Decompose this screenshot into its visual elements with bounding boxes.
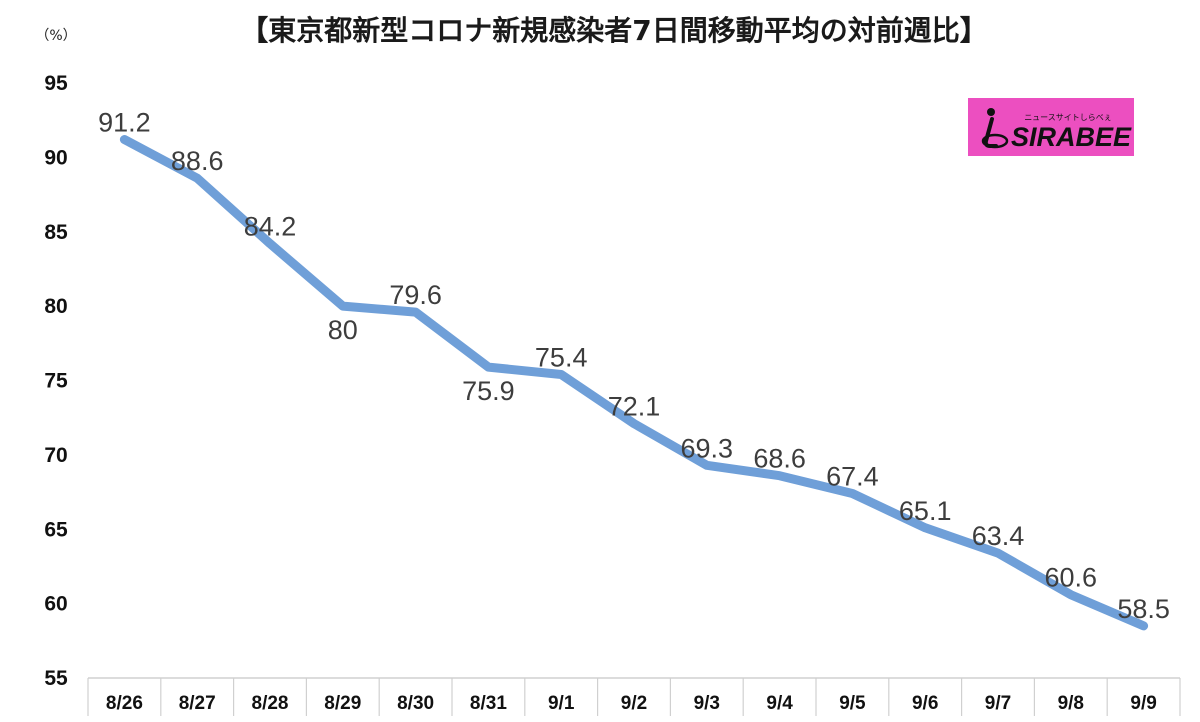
- x-axis-separators: [87, 678, 1181, 716]
- y-tick-label: 85: [44, 221, 68, 244]
- y-tick-label: 60: [44, 593, 67, 616]
- data-label: 75.9: [462, 376, 515, 406]
- x-tick-label: 9/2: [621, 693, 647, 714]
- data-label: 79.6: [389, 280, 442, 310]
- x-tick-label: 8/30: [397, 693, 434, 714]
- data-label: 65.1: [899, 496, 952, 526]
- x-tick-label: 9/7: [985, 693, 1011, 714]
- data-label: 80: [328, 315, 358, 345]
- y-tick-label: 95: [44, 72, 68, 95]
- y-tick-label: 70: [44, 444, 67, 467]
- y-tick-label: 65: [44, 518, 68, 541]
- y-axis-unit: （%）: [35, 28, 76, 44]
- x-tick-label: 8/31: [470, 693, 507, 714]
- x-tick-label: 8/29: [324, 693, 361, 714]
- x-tick-label: 8/26: [106, 693, 143, 714]
- x-tick-label: 9/1: [548, 693, 575, 714]
- data-label: 68.6: [753, 444, 806, 474]
- y-tick-label: 75: [44, 370, 68, 393]
- x-tick-label: 9/6: [912, 693, 938, 714]
- data-labels: 91.2 88.6 84.2 80 79.6 75.9 75.4 72.1 69.3 68.6 67…: [98, 108, 1170, 624]
- data-label: 91.2: [98, 108, 151, 138]
- data-label: 88.6: [171, 146, 224, 176]
- data-label: 69.3: [681, 433, 734, 463]
- x-tick-label: 9/9: [1130, 693, 1156, 714]
- data-label: 84.2: [244, 212, 297, 242]
- y-tick-label: 90: [44, 146, 67, 169]
- data-label: 63.4: [972, 521, 1025, 551]
- x-tick-label: 9/5: [839, 693, 866, 714]
- logo-i-icon: [981, 108, 1009, 149]
- data-label: 60.6: [1045, 563, 1098, 593]
- x-axis-ticks: 8/26 8/27 8/28 8/29 8/30 8/31 9/1 9/2 9/3 9/4 9/5 9…: [106, 693, 1157, 714]
- chart-title: 【東京都新型コロナ新規感染者7日間移動平均の対前週比】: [240, 14, 988, 47]
- sirabee-logo: SIRABEE ニュースサイトしらべぇ: [968, 98, 1134, 156]
- y-axis-ticks: 55 60 65 70 75 80 85 90 95: [44, 72, 68, 690]
- data-label: 75.4: [535, 343, 588, 373]
- data-label: 67.4: [826, 462, 879, 492]
- x-tick-label: 9/3: [694, 693, 720, 714]
- x-tick-label: 8/27: [179, 693, 216, 714]
- logo-text: SIRABEE: [1011, 122, 1132, 152]
- data-label: 72.1: [608, 392, 661, 422]
- logo-tagline: ニュースサイトしらべぇ: [1024, 113, 1112, 122]
- x-tick-label: 8/28: [252, 693, 289, 714]
- x-tick-label: 9/4: [766, 693, 793, 714]
- y-tick-label: 55: [44, 667, 68, 690]
- data-label: 58.5: [1117, 594, 1170, 624]
- y-tick-label: 80: [44, 295, 67, 318]
- x-tick-label: 9/8: [1058, 693, 1084, 714]
- series-line: [119, 135, 1149, 631]
